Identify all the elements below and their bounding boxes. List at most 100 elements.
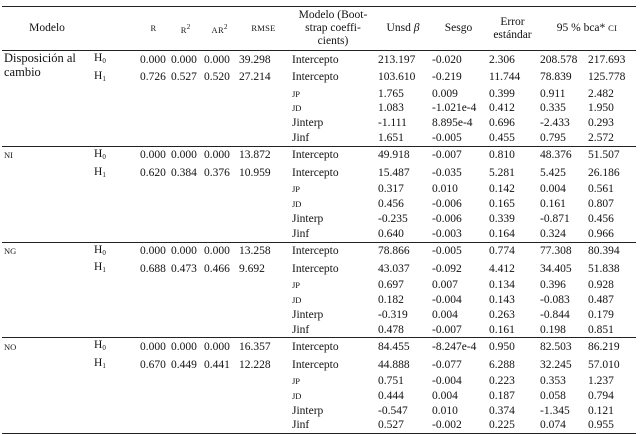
cell-error: 0.263: [489, 308, 515, 321]
cell-ci-lower: 82.503: [540, 340, 572, 353]
cell-ci-upper: 57.010: [588, 358, 620, 371]
cell-rmse: 12.228: [239, 358, 271, 371]
cell-error: 0.225: [487, 418, 538, 434]
cell-r: [138, 278, 169, 293]
cell-error: 0.143: [489, 293, 515, 306]
cell-hypothesis: [92, 226, 138, 243]
table-row: NI H0 0.000 0.000 0.000 13.872 Intercepto 49.91…: [2, 146, 636, 164]
cell-ci-lower: 34.405: [540, 262, 572, 275]
cell-unsd-beta: 0.751: [378, 374, 404, 387]
header-h: [92, 6, 138, 51]
cell-r2: [169, 293, 202, 308]
cell-error: 0.187: [489, 389, 515, 402]
cell-error: 0.374: [489, 404, 515, 417]
cell-ar2: [202, 130, 237, 147]
cell-ci-upper: 2.572: [586, 130, 636, 147]
cell-model-name: Disposición al cambio: [4, 51, 76, 79]
cell-ar2: 0.000: [204, 245, 230, 258]
cell-error: 0.412: [489, 102, 515, 115]
cell-rmse: 27.214: [239, 71, 271, 84]
cell-rmse: 39.298: [239, 53, 271, 66]
cell-hypothesis: H0: [94, 147, 106, 161]
cell-sesgo: -0.219: [432, 71, 462, 84]
cell-sesgo: -0.007: [430, 322, 487, 339]
cell-r: 0.000: [140, 245, 166, 258]
cell-sesgo: 0.010: [432, 183, 458, 196]
cell-hypothesis: H1: [94, 261, 106, 275]
cell-r2: [169, 322, 202, 339]
cell-model-name: [2, 130, 92, 147]
cell-unsd-beta: 0.182: [378, 293, 404, 306]
cell-unsd-beta: 0.640: [376, 226, 430, 243]
cell-unsd-beta: 0.317: [378, 183, 404, 196]
cell-hypothesis: [92, 182, 138, 197]
cell-rmse: [237, 101, 290, 116]
header-ar2: AR2: [202, 6, 237, 51]
cell-ar2: [202, 182, 237, 197]
cell-ar2: [202, 197, 237, 212]
cell-r: [138, 226, 169, 243]
cell-term: JD: [292, 294, 302, 305]
table-row: H1 0.620 0.384 0.376 10.959 Intercepto 15.487 -…: [2, 165, 636, 183]
cell-ar2: [202, 278, 237, 293]
cell-model-name: [2, 260, 92, 278]
table-row: NO H0 0.000 0.000 0.000 16.357 Intercepto 84.45…: [2, 338, 636, 356]
cell-sesgo: -0.004: [432, 293, 462, 306]
cell-model-name: [2, 101, 92, 116]
cell-r: 0.000: [140, 53, 166, 66]
cell-error: 0.142: [489, 183, 515, 196]
cell-r2: 0.449: [171, 358, 197, 371]
cell-error: 5.281: [489, 167, 515, 180]
cell-rmse: [237, 293, 290, 308]
cell-hypothesis: H0: [94, 339, 106, 353]
cell-r: [138, 182, 169, 197]
cell-ci-lower: 0.074: [538, 418, 586, 434]
cell-term: Intercepto: [292, 245, 339, 258]
cell-ci-lower: 77.308: [540, 245, 572, 258]
cell-r: [138, 389, 169, 404]
cell-error: 0.455: [487, 130, 538, 147]
table-row: Jinterp -0.547 0.010 0.374 -1.345 0.121: [2, 404, 636, 419]
cell-ar2: [202, 308, 237, 323]
header-row: Modelo R R2 AR2 RMSE Modelo (Boot-strap …: [2, 6, 636, 51]
cell-sesgo: -0.020: [432, 53, 462, 66]
header-modelo-bootstrap: Modelo (Boot-strap coeffi-cients): [290, 6, 376, 51]
cell-rmse: [237, 116, 290, 131]
cell-ci-upper: 0.955: [586, 418, 636, 434]
cell-r2: [169, 116, 202, 131]
cell-error: 0.950: [489, 340, 515, 353]
cell-ci-lower: 0.795: [538, 130, 586, 147]
cell-ci-upper: 2.482: [588, 87, 614, 100]
cell-unsd-beta: -0.547: [378, 404, 408, 417]
cell-term: JP: [292, 88, 301, 99]
cell-r2: [169, 374, 202, 389]
cell-ci-lower: -0.844: [540, 308, 570, 321]
cell-r: 0.620: [140, 167, 166, 180]
cell-hypothesis: [92, 404, 138, 419]
cell-ar2: 0.376: [204, 167, 230, 180]
cell-rmse: 13.872: [239, 149, 271, 162]
cell-sesgo: -0.006: [432, 212, 462, 225]
cell-model-name: [2, 389, 92, 404]
cell-ci-upper: 0.293: [588, 117, 614, 130]
cell-error: 6.288: [489, 358, 515, 371]
cell-sesgo: -0.005: [430, 130, 487, 147]
cell-hypothesis: [92, 308, 138, 323]
cell-ar2: [202, 293, 237, 308]
cell-hypothesis: [92, 418, 138, 434]
cell-ci-lower: 48.376: [540, 149, 572, 162]
cell-hypothesis: [92, 322, 138, 339]
cell-rmse: [237, 308, 290, 323]
cell-ci-upper: 0.121: [588, 404, 614, 417]
cell-ar2: [202, 322, 237, 339]
cell-rmse: [237, 322, 290, 339]
table-row: Jinterp -0.319 0.004 0.263 -0.844 0.179: [2, 308, 636, 323]
cell-term: Intercepto: [292, 167, 339, 180]
cell-ci-upper: 0.807: [588, 198, 614, 211]
cell-unsd-beta: 1.651: [376, 130, 430, 147]
cell-unsd-beta: -1.111: [378, 117, 407, 130]
cell-term: Jinterp: [292, 404, 324, 417]
cell-r2: [169, 212, 202, 227]
cell-sesgo: -0.002: [430, 418, 487, 434]
cell-r: [138, 101, 169, 116]
